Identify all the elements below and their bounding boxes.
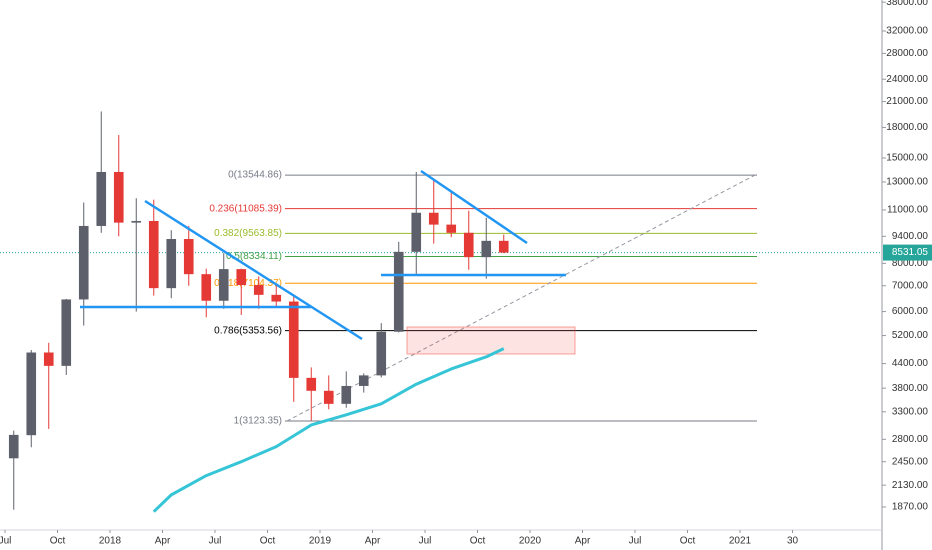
candle-body	[131, 220, 142, 223]
zone-box	[406, 326, 576, 355]
y-tick-label: 2130.00	[892, 480, 929, 491]
y-tick-label: 32000.00	[886, 26, 928, 37]
x-tick-label: Oct	[50, 536, 66, 547]
candle-body	[306, 377, 317, 391]
x-tick-label: 2019	[309, 536, 332, 547]
candle-body	[446, 224, 457, 233]
fib-label: 0.786(5353.56)	[214, 325, 282, 336]
y-tick-label: 8000.00	[892, 258, 929, 269]
candle-body	[498, 240, 509, 253]
candle-body	[411, 212, 422, 252]
y-tick-label: 2450.00	[892, 456, 929, 467]
price-axis-bg	[882, 0, 932, 550]
y-tick-label: 13000.00	[886, 177, 928, 188]
fib-label: 0.382(9563.85)	[214, 228, 282, 239]
y-tick-label: 7000.00	[892, 280, 929, 291]
moving-average	[152, 347, 505, 513]
candle-body	[463, 232, 474, 258]
y-tick-label: 21000.00	[886, 96, 928, 107]
x-tick-label: 2021	[729, 536, 752, 547]
fib-label: 0.5(8334.11)	[226, 251, 282, 262]
candle-body	[271, 294, 282, 302]
x-tick-label: 2018	[99, 536, 122, 547]
y-tick-label: 3800.00	[892, 383, 929, 394]
candle-body	[43, 352, 54, 366]
candle-body	[341, 385, 352, 404]
fib-label: 0.618(7104.37)	[214, 278, 282, 289]
y-tick-label: 38000.00	[886, 0, 928, 8]
x-tick-label: 2020	[519, 536, 542, 547]
candle-body	[481, 240, 492, 258]
x-tick-label: Jul	[0, 536, 11, 547]
candle-body	[201, 274, 212, 301]
candle-body	[166, 239, 177, 289]
price-plot	[0, 111, 882, 513]
trend-line	[144, 199, 363, 341]
x-tick-label: Apr	[365, 536, 381, 547]
trend-line	[420, 169, 528, 245]
candle-body	[253, 285, 264, 295]
candle-body	[78, 225, 89, 300]
y-tick-label: 3300.00	[892, 406, 929, 417]
candle-body	[393, 251, 404, 332]
fib-label: 1(3123.35)	[234, 416, 282, 427]
candle-body	[8, 434, 19, 459]
price-badge	[883, 244, 932, 261]
x-tick-label: Oct	[260, 536, 276, 547]
y-tick-label: 28000.00	[886, 48, 928, 59]
fib-label: 0.236(11085.39)	[209, 203, 282, 214]
x-tick-label: Jul	[419, 536, 432, 547]
x-tick-label: Apr	[575, 536, 591, 547]
candle-body	[376, 331, 387, 376]
x-tick-label: Oct	[680, 536, 696, 547]
candle-body	[236, 269, 247, 286]
candle-body	[61, 299, 72, 366]
price-badge-label: 8531.05	[892, 247, 929, 258]
candle-body	[113, 171, 124, 223]
fib-levels: 0(13544.86) 0.236(11085.39) 0.382(9563.85)…	[209, 170, 757, 427]
y-tick-label: 6000.00	[892, 306, 929, 317]
y-tick-label: 1870.00	[892, 502, 929, 513]
x-tick-label: Oct	[470, 536, 486, 547]
candle-body	[428, 212, 439, 225]
dashed-trend-line	[286, 173, 758, 422]
candle-body	[358, 375, 369, 386]
x-tick-label: Jul	[629, 536, 642, 547]
y-tick-label: 18000.00	[886, 122, 928, 133]
y-tick-label: 9400.00	[892, 231, 929, 242]
candle-body	[218, 269, 229, 301]
candle-body	[96, 171, 107, 226]
x-tick-label: Apr	[155, 536, 171, 547]
y-tick-label: 11000.00	[887, 205, 928, 216]
candle-body	[323, 390, 334, 404]
y-tick-label: 4400.00	[892, 358, 929, 369]
candle-body	[183, 239, 194, 275]
x-tick-label: 30	[787, 536, 799, 547]
y-tick-label: 24000.00	[886, 74, 928, 85]
x-tick-label: Jul	[209, 536, 222, 547]
y-tick-label: 15000.00	[886, 153, 928, 164]
time-axis-bg	[0, 530, 882, 550]
candle-body	[148, 220, 159, 289]
y-tick-label: 5200.00	[892, 330, 929, 341]
candle-body	[26, 352, 37, 436]
fib-label: 0(13544.86)	[228, 170, 282, 181]
y-tick-label: 2800.00	[892, 434, 929, 445]
candle-body	[288, 301, 299, 378]
